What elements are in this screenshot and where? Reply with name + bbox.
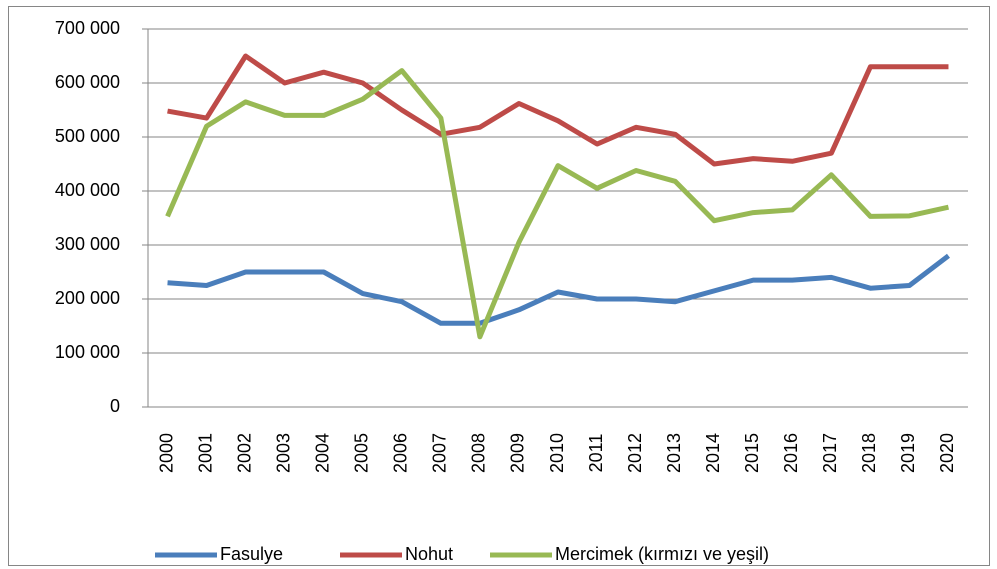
y-tick-label: 400 000 xyxy=(55,180,120,200)
x-tick-label: 2000 xyxy=(156,433,176,473)
x-tick-label: 2005 xyxy=(352,433,372,473)
x-tick-label: 2018 xyxy=(859,433,879,473)
y-tick-label: 600 000 xyxy=(55,72,120,92)
y-tick-label: 500 000 xyxy=(55,126,120,146)
x-tick-label: 2013 xyxy=(664,433,684,473)
x-tick-label: 2009 xyxy=(508,433,528,473)
x-tick-label: 2002 xyxy=(234,433,254,473)
x-tick-label: 2004 xyxy=(312,433,332,473)
y-tick-label: 300 000 xyxy=(55,234,120,254)
x-tick-label: 2007 xyxy=(430,433,450,473)
x-tick-label: 2006 xyxy=(391,433,411,473)
y-tick-label: 100 000 xyxy=(55,342,120,362)
legend-label: Mercimek (kırmızı ve yeşil) xyxy=(555,544,769,564)
legend-label: Nohut xyxy=(405,544,453,564)
line-series xyxy=(167,253,950,326)
x-tick-label: 2010 xyxy=(547,433,567,473)
x-tick-label: 2001 xyxy=(195,433,215,473)
x-tick-label: 2003 xyxy=(273,433,293,473)
line-series xyxy=(167,53,949,167)
x-tick-label: 2016 xyxy=(781,433,801,473)
x-tick-label: 2017 xyxy=(820,433,840,473)
x-tick-label: 2019 xyxy=(898,433,918,473)
x-tick-label: 2015 xyxy=(742,433,762,473)
y-tick-label: 200 000 xyxy=(55,288,120,308)
x-tick-label: 2011 xyxy=(586,434,606,473)
y-tick-label: 700 000 xyxy=(55,18,120,38)
x-tick-label: 2008 xyxy=(469,433,489,473)
legend-label: Fasulye xyxy=(220,544,283,564)
x-tick-label: 2012 xyxy=(625,433,645,473)
line-series xyxy=(165,68,950,340)
x-tick-label: 2014 xyxy=(703,433,723,473)
y-tick-label: 0 xyxy=(110,396,120,416)
x-tick-label: 2020 xyxy=(937,433,957,473)
